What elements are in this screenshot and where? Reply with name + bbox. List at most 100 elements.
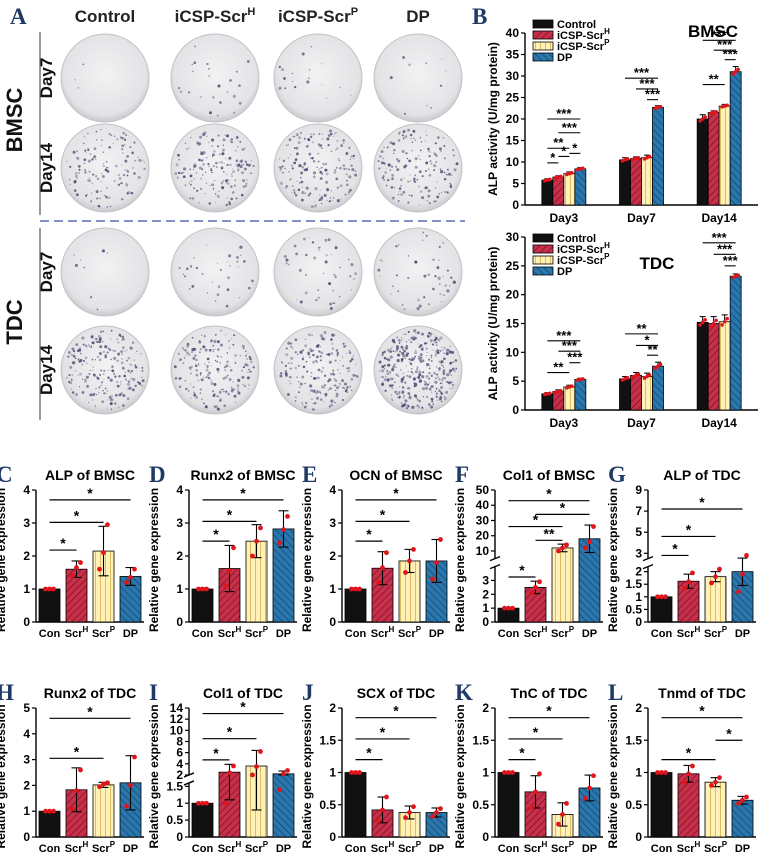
stain-dot: [188, 147, 191, 149]
stain-dot: [113, 356, 117, 360]
data-point: [625, 376, 630, 380]
x-tick-label: Con: [345, 843, 367, 855]
stain-dot: [315, 391, 318, 394]
stain-dot: [204, 364, 206, 366]
stain-dot: [73, 352, 75, 354]
stain-dot: [310, 389, 314, 392]
stain-dot: [193, 392, 196, 394]
stain-dot: [286, 392, 290, 397]
stain-dot: [293, 147, 296, 150]
stain-dot: [404, 164, 408, 168]
stain-dot: [98, 352, 102, 355]
stain-dot: [301, 375, 305, 379]
data-point: [105, 780, 110, 786]
stain-dot: [244, 167, 247, 171]
stain-dot: [312, 389, 316, 393]
stain-dot: [213, 339, 217, 343]
stain-dot: [96, 377, 100, 380]
stain-dot: [291, 72, 294, 75]
stain-dot: [94, 359, 96, 361]
stain-dot: [391, 346, 393, 348]
stain-dot: [418, 390, 420, 392]
stain-dot: [232, 381, 234, 383]
stain-dot: [211, 171, 213, 174]
stain-dot: [409, 362, 413, 366]
panel-letter: J: [302, 680, 314, 705]
data-point: [698, 119, 702, 123]
x-tick-label: ScrH: [218, 625, 242, 640]
stain-dot: [206, 157, 208, 159]
stain-dot: [102, 151, 104, 153]
stain-dot: [174, 376, 178, 380]
stain-dot: [242, 179, 246, 183]
plate-r1-c2: [273, 123, 363, 213]
significance-mark: *: [393, 485, 399, 501]
stain-dot: [186, 351, 189, 355]
stain-dot: [114, 402, 117, 405]
stain-dot: [237, 163, 239, 165]
axis-break-mark: [183, 780, 195, 786]
bar-scrh: [552, 391, 565, 411]
stain-dot: [119, 336, 121, 338]
stain-dot: [232, 388, 236, 391]
stain-dot: [211, 138, 215, 142]
x-tick-label: Con: [39, 843, 61, 855]
stain-dot: [79, 372, 82, 376]
data-point: [128, 783, 133, 788]
stain-dot: [419, 344, 423, 347]
stain-dot: [88, 345, 91, 347]
stain-dot: [315, 298, 318, 302]
data-point: [647, 373, 652, 377]
stain-dot: [320, 196, 323, 199]
x-tick-label: Day14: [701, 211, 737, 225]
stain-dot: [403, 397, 405, 399]
stain-dot: [348, 175, 352, 179]
stain-dot: [379, 275, 381, 278]
stain-dot: [341, 356, 344, 358]
stain-dot: [350, 263, 354, 267]
bar-dp: [652, 106, 664, 206]
data-point: [231, 545, 236, 551]
x-tick-label: ScrP: [398, 840, 422, 855]
chart-title: Tnmd of TDC: [658, 685, 746, 701]
stain-dot: [197, 379, 200, 382]
chart-title: SCX of TDC: [357, 685, 436, 701]
stain-dot: [294, 86, 297, 89]
stain-dot: [443, 396, 446, 399]
y-tick-label: 3: [23, 516, 30, 530]
stain-dot: [78, 360, 81, 363]
stain-dot: [233, 184, 236, 187]
stain-dot: [439, 168, 442, 170]
y-tick-label: 2: [482, 587, 489, 601]
stain-dot: [437, 376, 439, 379]
stain-dot: [443, 190, 447, 194]
stain-dot: [311, 157, 314, 160]
stain-dot: [185, 387, 188, 391]
stain-dot: [413, 177, 416, 180]
stain-dot: [448, 350, 452, 354]
stain-dot: [403, 349, 406, 353]
stain-dot: [426, 104, 428, 107]
stain-dot: [425, 234, 428, 237]
stain-dot: [214, 180, 216, 182]
legend-label-control: Control: [557, 233, 596, 245]
stain-dot: [213, 393, 216, 396]
row-label-tdc-day14: Day14: [37, 344, 56, 395]
stain-dot: [190, 137, 192, 139]
x-tick-label: DP: [735, 843, 750, 855]
y-tick-label: 0: [512, 403, 519, 417]
stain-dot: [333, 377, 336, 381]
stain-dot: [320, 398, 323, 401]
x-tick-text: Scr: [92, 843, 110, 855]
stain-dot: [235, 159, 239, 162]
data-point: [700, 117, 705, 121]
x-tick-text: Scr: [704, 843, 722, 855]
stain-dot: [304, 291, 308, 295]
stain-dot: [326, 188, 330, 192]
data-point: [47, 808, 52, 814]
data-point: [376, 818, 381, 824]
significance-mark: **: [553, 135, 564, 150]
stain-dot: [225, 377, 228, 379]
stain-dot: [335, 349, 339, 352]
stain-dot: [188, 366, 192, 369]
